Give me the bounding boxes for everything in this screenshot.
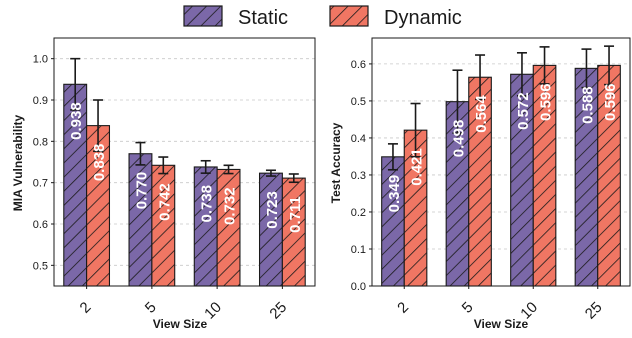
right-bar-hatch xyxy=(381,156,405,286)
left-xtick-label: 5 xyxy=(142,299,160,317)
right-ytick-label: 0.2 xyxy=(351,207,366,219)
left-xtick-label: 2 xyxy=(77,299,95,317)
legend-swatch-static-hatch xyxy=(184,6,222,26)
left-chart: MIA Vulnerability View Size 0.5 0.6 0.7 0.8… xyxy=(11,37,316,331)
left-ytick-label: 0.5 xyxy=(33,260,48,272)
left-ytick-label: 0.6 xyxy=(33,219,48,231)
right-ytick-label: 0.0 xyxy=(351,281,366,293)
left-data-label: 0.938 xyxy=(68,102,85,140)
right-bar-hatch xyxy=(468,77,492,286)
left-data-label: 0.732 xyxy=(222,187,239,225)
left-ytick-label: 0.7 xyxy=(33,178,48,190)
left-axes-frame xyxy=(53,37,316,287)
right-ytick-label: 0.6 xyxy=(351,59,366,71)
right-axes-frame xyxy=(371,37,631,287)
right-bar-hatch xyxy=(575,68,598,287)
left-bar-hatch xyxy=(194,166,218,286)
left-ytick-label: 1.0 xyxy=(33,54,48,66)
left-bar-hatch xyxy=(282,178,306,286)
left-data-label: 0.723 xyxy=(264,191,281,229)
right-chart: Test Accuracy View Size 0.00.10.20.30.40… xyxy=(329,37,631,331)
legend-label-dynamic: Dynamic xyxy=(384,7,462,29)
left-bar-hatch xyxy=(129,153,152,286)
right-xlabel: View Size xyxy=(474,317,529,331)
right-xtick-label: 25 xyxy=(582,299,606,323)
left-data-label: 0.838 xyxy=(91,144,108,182)
right-data-label: 0.588 xyxy=(579,86,596,124)
left-plot-area: 0.5 0.6 0.7 0.8 0.9 1.0 0.938 0.838 2 0.770 0.742 5… xyxy=(33,37,316,323)
right-ytick-label: 0.4 xyxy=(351,133,366,145)
right-ytick-label: 0.1 xyxy=(351,244,366,256)
right-data-label: 0.564 xyxy=(473,95,490,133)
left-data-label: 0.711 xyxy=(287,196,304,233)
right-data-label: 0.572 xyxy=(515,92,532,130)
right-ytick-label: 0.5 xyxy=(351,96,366,108)
left-xlabel: View Size xyxy=(153,317,208,331)
right-bar-hatch xyxy=(446,101,469,286)
left-ytick-label: 0.9 xyxy=(33,95,48,107)
right-ylabel: Test Accuracy xyxy=(329,122,343,203)
right-data-label: 0.498 xyxy=(450,120,467,158)
right-bar-hatch xyxy=(404,130,427,286)
legend: Static Dynamic xyxy=(183,5,462,29)
right-xtick-label: 5 xyxy=(459,299,477,317)
left-xtick-label: 25 xyxy=(266,299,290,323)
right-bar-hatch xyxy=(510,74,534,286)
right-bar-hatch xyxy=(533,65,556,286)
right-data-label: 0.596 xyxy=(538,83,555,121)
left-ylabel: MIA Vulnerability xyxy=(11,114,25,211)
legend-label-static: Static xyxy=(238,7,288,29)
left-bar-hatch xyxy=(151,165,175,286)
right-data-label: 0.596 xyxy=(602,83,619,121)
right-plot-area: 0.0 0.1 0.2 0.3 0.4 0.5 0.6 0.349 0.421 2 0.498 0.5… xyxy=(351,37,631,323)
right-ytick-label: 0.3 xyxy=(351,170,366,182)
right-bar-hatch xyxy=(597,65,621,286)
left-bar-hatch xyxy=(86,125,110,286)
left-bar-hatch xyxy=(217,169,240,286)
right-data-label: 0.421 xyxy=(409,148,426,186)
left-data-label: 0.770 xyxy=(133,172,150,210)
right-data-label: 0.349 xyxy=(386,175,403,213)
left-data-label: 0.742 xyxy=(156,183,173,221)
right-xtick-label: 2 xyxy=(394,299,412,317)
left-ytick-label: 0.8 xyxy=(33,136,48,148)
left-bar-hatch xyxy=(63,84,87,286)
left-bar-hatch xyxy=(259,173,283,286)
left-data-label: 0.738 xyxy=(199,185,216,223)
legend-swatch-dynamic-hatch xyxy=(330,6,368,26)
